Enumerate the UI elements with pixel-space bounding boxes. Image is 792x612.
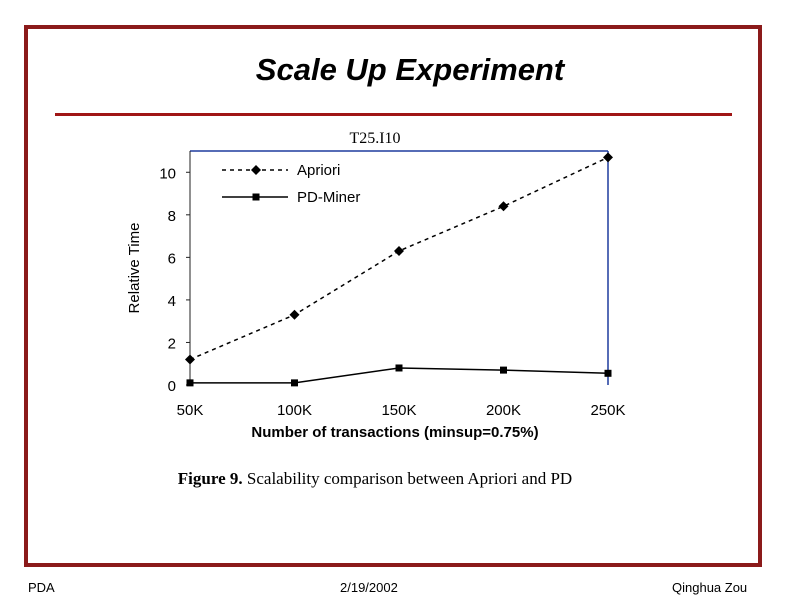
apriori-point: [394, 245, 404, 256]
legend-label: Apriori: [297, 162, 340, 179]
slide-title: Scale Up Experiment: [255, 52, 565, 87]
footer-left: PDA: [28, 580, 55, 595]
caption-lead: Figure 9.: [177, 469, 243, 488]
x-tick-label: 200K: [486, 402, 521, 419]
y-tick-label: 8: [168, 208, 176, 225]
legend-label: PD-Miner: [297, 189, 360, 206]
title-divider: [55, 113, 732, 116]
y-tick-label: 2: [168, 335, 176, 352]
legend-square-marker: [252, 193, 260, 201]
y-tick-label: 10: [159, 165, 176, 182]
slide-frame: [24, 25, 762, 567]
x-axis-label: Number of transactions (minsup=0.75%): [251, 424, 538, 441]
pd-miner-point: [186, 379, 194, 387]
apriori-point: [603, 152, 613, 163]
footer-author: Qinghua Zou: [672, 580, 748, 595]
chart-subtitle: T25.I10: [349, 130, 401, 147]
pd-miner-point: [604, 369, 612, 377]
y-tick-label: 6: [168, 250, 176, 267]
caption-text: Scalability comparison between Apriori a…: [246, 469, 573, 488]
x-tick-label: 250K: [590, 402, 625, 419]
pd-miner-point: [500, 366, 507, 374]
legend-diamond-marker: [251, 165, 261, 175]
apriori-point: [185, 354, 195, 365]
figure-caption: Figure 9. Scalability comparison between…: [150, 467, 600, 490]
x-tick-label: 100K: [277, 402, 312, 419]
y-tick-label: 0: [168, 378, 176, 395]
line-chart: 0 2 4 6 8 10 50K 100K 150K 200K 250K Number of tran…: [126, 150, 626, 441]
x-tick-label: 50K: [177, 402, 204, 419]
pd-miner-point: [291, 379, 298, 387]
y-tick-label: 4: [168, 293, 176, 310]
apriori-point: [498, 201, 509, 212]
pd-miner-point: [395, 364, 403, 372]
y-axis-label: Relative Time: [126, 223, 143, 314]
apriori-point: [289, 309, 300, 320]
series-line-apriori: [189, 156, 609, 361]
footer-date: 2/19/2002: [340, 580, 398, 595]
x-tick-label: 150K: [381, 402, 416, 419]
